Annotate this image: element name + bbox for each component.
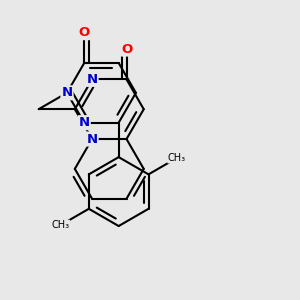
Text: N: N: [79, 116, 90, 129]
Text: O: O: [121, 43, 132, 56]
Text: N: N: [61, 86, 73, 99]
Text: N: N: [86, 73, 98, 86]
Text: O: O: [79, 26, 90, 39]
Text: CH₃: CH₃: [168, 153, 186, 163]
Text: N: N: [86, 133, 98, 146]
Text: CH₃: CH₃: [51, 220, 70, 230]
